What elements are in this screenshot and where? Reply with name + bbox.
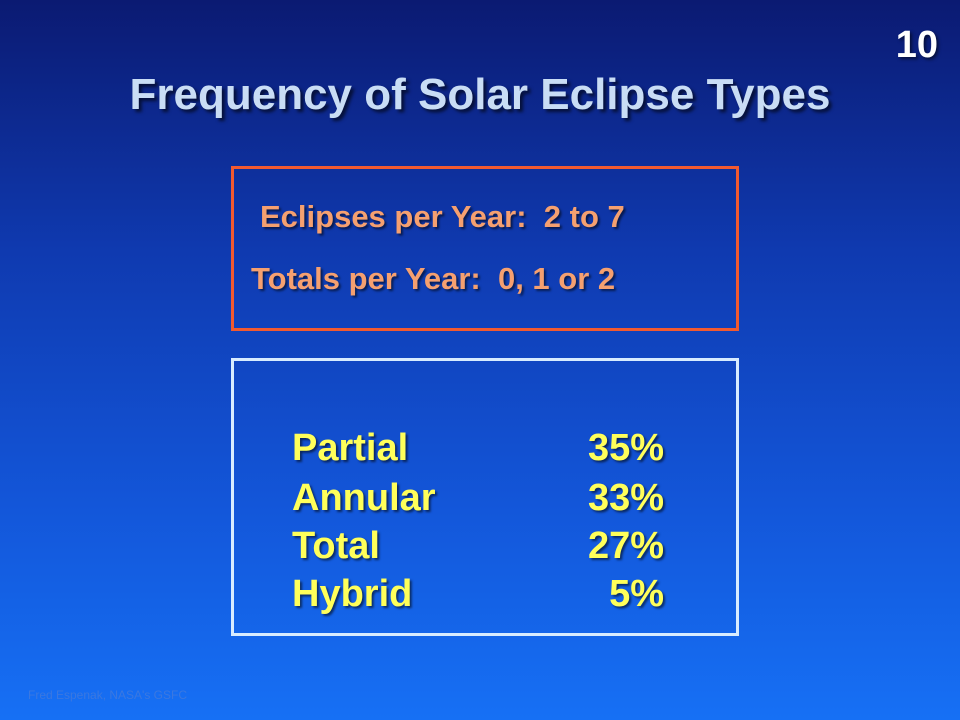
credit-text: Fred Espenak, NASA's GSFC [28, 688, 188, 702]
type-row-partial: Partial 35% [292, 427, 664, 477]
eclipse-counts-box: Eclipses per Year: 2 to 7 Totals per Yea… [231, 166, 739, 331]
type-percent: 27% [587, 525, 664, 567]
type-row-hybrid: Hybrid 5% [292, 573, 664, 623]
type-name: Partial [292, 427, 409, 469]
type-row-annular: Annular 33% [292, 477, 664, 527]
eclipse-types-box: Partial 35% Annular 33% Total 27% Hybrid… [231, 358, 739, 636]
type-percent: 33% [587, 477, 664, 519]
type-row-total: Total 27% [292, 525, 664, 575]
eclipses-per-year-text: Eclipses per Year: 2 to 7 [260, 199, 625, 234]
type-percent: 5% [609, 573, 664, 615]
type-name: Annular [292, 477, 436, 519]
type-name: Total [292, 525, 380, 567]
slide-title: Frequency of Solar Eclipse Types [129, 70, 831, 119]
type-name: Hybrid [292, 573, 413, 615]
totals-per-year-text: Totals per Year: 0, 1 or 2 [251, 261, 616, 296]
type-percent: 35% [587, 427, 664, 469]
slide-number: 10 [895, 24, 938, 66]
